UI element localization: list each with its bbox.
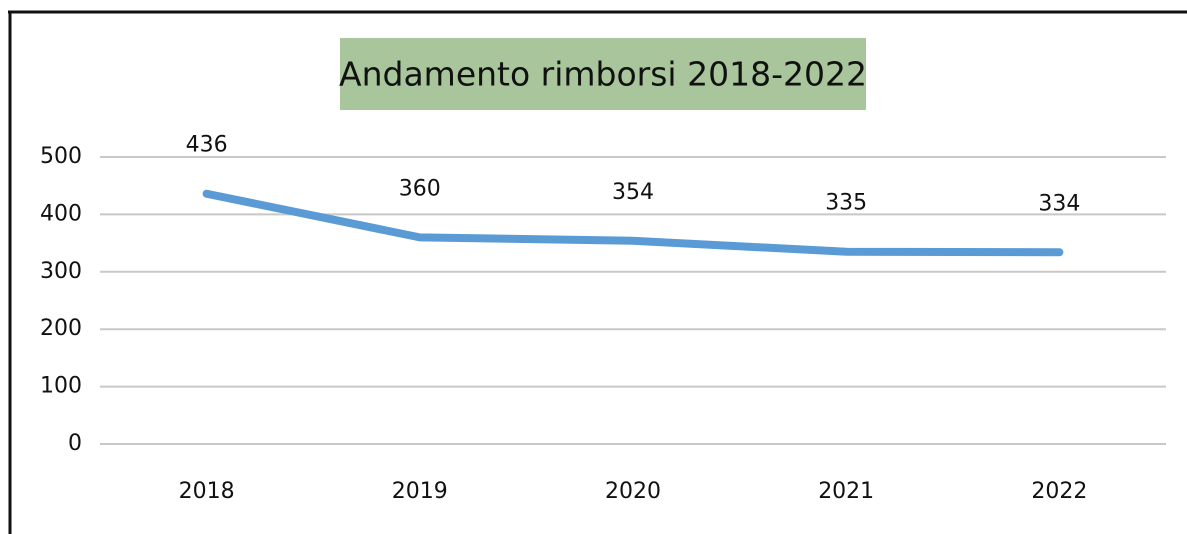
y-tick-label: 200 xyxy=(40,316,82,341)
data-line xyxy=(202,189,1064,257)
x-tick-label: 2022 xyxy=(1031,479,1087,504)
y-tick-label: 0 xyxy=(68,431,82,456)
x-tick-label: 2021 xyxy=(818,479,874,504)
title-box xyxy=(340,38,866,110)
data-label: 335 xyxy=(825,191,867,216)
y-tick-label: 500 xyxy=(40,144,82,169)
x-tick-label: 2019 xyxy=(392,479,448,504)
y-tick-label: 300 xyxy=(40,259,82,284)
data-label: 436 xyxy=(186,133,228,158)
data-label: 360 xyxy=(399,176,441,201)
x-tick-label: 2020 xyxy=(605,479,661,504)
y-tick-label: 400 xyxy=(40,201,82,226)
y-tick-label: 100 xyxy=(40,374,82,399)
x-tick-label: 2018 xyxy=(179,479,235,504)
data-label: 354 xyxy=(612,180,654,205)
data-label: 334 xyxy=(1038,191,1080,216)
chart-title: Andamento rimborsi 2018-2022 xyxy=(339,55,867,94)
